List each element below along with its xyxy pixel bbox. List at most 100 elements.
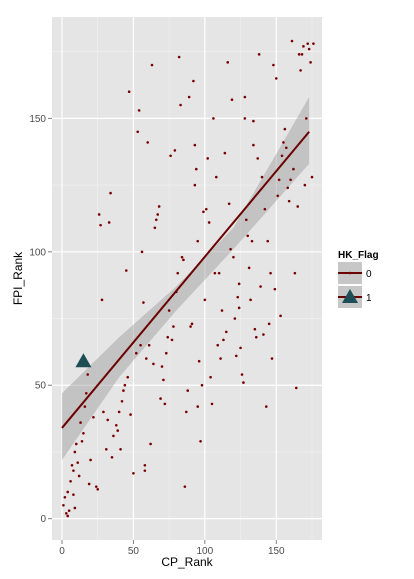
data-point	[67, 509, 71, 512]
x-axis-title: CP_Rank	[161, 555, 213, 569]
data-point	[149, 442, 152, 446]
data-point	[213, 271, 217, 275]
data-point	[243, 95, 247, 99]
data-point	[239, 346, 242, 350]
data-point	[72, 469, 75, 472]
data-point	[92, 415, 95, 419]
data-point	[62, 504, 65, 507]
data-point	[154, 218, 158, 222]
data-point	[87, 482, 91, 486]
data-point	[182, 258, 185, 262]
data-point	[253, 327, 257, 331]
data-point	[297, 53, 301, 56]
data-point	[282, 141, 285, 144]
data-point	[69, 479, 72, 483]
data-point	[84, 391, 88, 395]
data-point	[143, 469, 147, 472]
data-point	[203, 298, 207, 302]
data-point	[312, 42, 315, 45]
data-point	[190, 322, 194, 326]
data-point	[220, 309, 224, 312]
data-point	[70, 463, 74, 467]
legend-key-triangle	[342, 289, 358, 303]
data-point	[237, 306, 241, 310]
data-point	[212, 117, 215, 120]
legend-key-point	[348, 271, 352, 275]
data-point	[74, 442, 78, 446]
data-point	[263, 207, 267, 211]
data-point	[307, 47, 311, 51]
data-point	[227, 202, 231, 206]
data-point	[267, 322, 271, 326]
data-point	[94, 485, 98, 488]
data-point	[194, 167, 198, 171]
data-point	[257, 53, 261, 56]
data-point	[276, 194, 280, 198]
data-point	[76, 461, 80, 464]
data-point	[180, 255, 184, 259]
data-point	[294, 386, 298, 390]
data-point	[266, 239, 270, 243]
data-point	[272, 63, 275, 67]
data-point	[102, 410, 105, 414]
y-tick-label: 0	[40, 514, 46, 525]
data-point	[283, 127, 287, 131]
data-point	[280, 154, 284, 158]
data-point	[196, 405, 200, 408]
data-point	[252, 119, 255, 123]
data-point	[184, 410, 188, 414]
data-point	[302, 45, 305, 48]
x-tick-label: 0	[59, 546, 65, 557]
data-point	[183, 485, 187, 488]
data-point	[96, 488, 100, 491]
data-point	[117, 410, 121, 414]
data-point	[137, 109, 141, 112]
data-point	[293, 271, 297, 275]
data-point	[197, 359, 201, 363]
data-point	[89, 458, 92, 462]
data-point	[106, 418, 110, 422]
data-point	[147, 343, 151, 347]
data-point	[310, 175, 314, 179]
data-point	[279, 314, 282, 318]
data-point	[284, 146, 288, 150]
data-point	[209, 375, 212, 379]
data-point	[187, 95, 191, 99]
data-point	[289, 178, 292, 182]
data-point	[167, 309, 171, 312]
data-point	[286, 186, 290, 190]
data-point	[193, 183, 197, 187]
data-point	[163, 402, 167, 406]
data-point	[273, 287, 277, 291]
data-point	[126, 375, 130, 379]
data-point	[123, 383, 127, 387]
data-point	[252, 143, 255, 147]
data-point	[136, 130, 140, 134]
data-point	[122, 389, 125, 392]
regression-line	[61, 131, 310, 429]
data-point	[110, 455, 114, 459]
data-point	[79, 421, 82, 424]
data-point	[169, 154, 172, 158]
data-point	[177, 55, 181, 59]
data-point	[243, 117, 247, 120]
data-point	[77, 474, 81, 478]
data-point	[233, 317, 237, 320]
data-point	[66, 514, 70, 518]
data-point	[290, 39, 294, 43]
y-tick-label: 150	[29, 114, 46, 125]
data-point	[124, 269, 128, 272]
data-point	[237, 282, 241, 286]
legend-title: HK_Flag	[338, 250, 379, 261]
data-point	[156, 213, 160, 216]
y-axis: 0 50 100 150	[29, 114, 52, 525]
data-point	[189, 325, 192, 328]
data-point	[210, 402, 214, 406]
data-point	[146, 141, 150, 144]
data-point	[139, 343, 142, 347]
data-point	[114, 423, 118, 427]
data-point	[270, 357, 274, 360]
data-point	[112, 434, 115, 438]
y-tick-label: 100	[29, 247, 46, 258]
x-axis: 0 50 100 150	[59, 540, 285, 557]
